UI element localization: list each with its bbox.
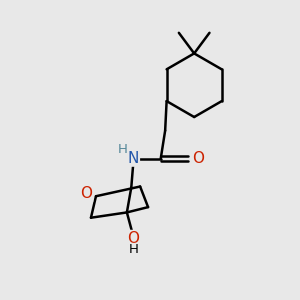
Text: O: O xyxy=(128,230,140,245)
Text: H: H xyxy=(129,243,139,256)
Text: N: N xyxy=(128,151,139,166)
Text: H: H xyxy=(118,142,128,156)
Text: O: O xyxy=(192,151,204,166)
Text: O: O xyxy=(80,186,92,201)
